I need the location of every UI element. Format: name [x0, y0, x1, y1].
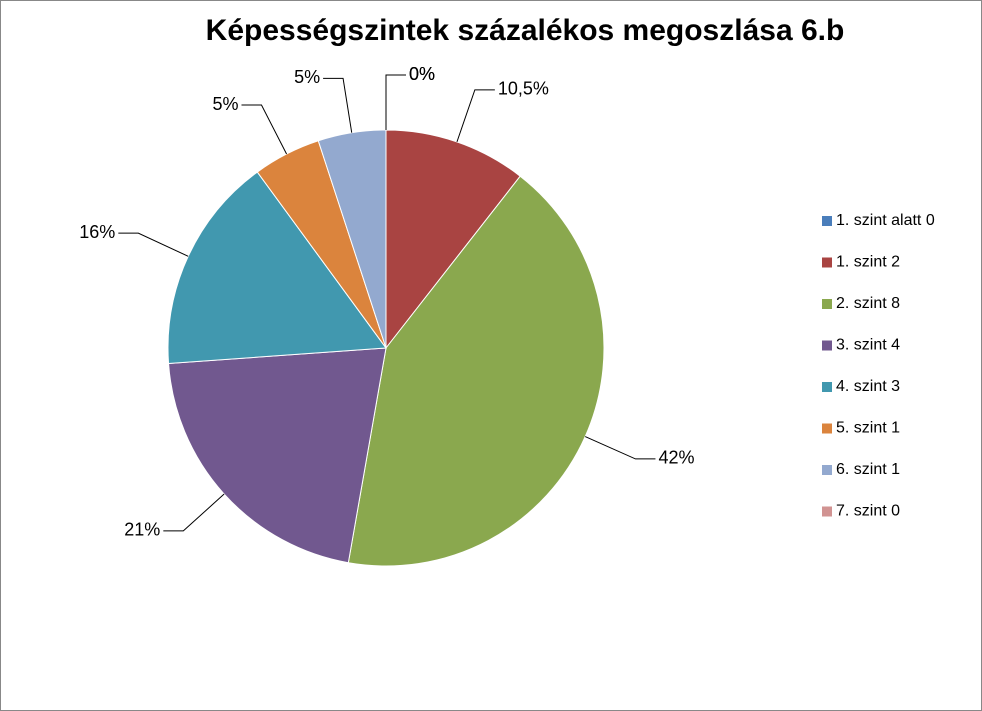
data-label: 42%	[658, 448, 694, 468]
legend-swatch	[822, 465, 832, 475]
leader-line	[118, 232, 189, 257]
legend-label: 5. szint 1	[836, 420, 900, 437]
chart-title: Képességszintek százalékos megoszlása 6.…	[206, 14, 845, 47]
legend-label: 6. szint 1	[836, 461, 900, 478]
legend-label: 4. szint 3	[836, 378, 900, 395]
legend-swatch	[822, 216, 832, 226]
leader-line	[323, 77, 353, 133]
legend-swatch	[822, 382, 832, 392]
legend-label: 7. szint 0	[836, 503, 900, 520]
leader-line	[241, 104, 288, 155]
leader-line	[584, 436, 656, 460]
legend-label: 2. szint 8	[836, 295, 900, 312]
leader-line	[456, 89, 495, 143]
legend-swatch	[822, 257, 832, 268]
pie-slice	[347, 175, 605, 567]
data-label: 5%	[212, 94, 238, 114]
data-label: 10,5%	[498, 79, 549, 99]
legend: 1. szint alatt 0 1. szint 2 2. szint 8 3. s…	[822, 212, 935, 520]
legend-swatch	[822, 423, 832, 434]
data-label: 5%	[294, 67, 320, 87]
legend-label: 3. szint 4	[836, 337, 900, 354]
legend-swatch	[822, 299, 832, 309]
legend-swatch	[822, 340, 832, 351]
data-label: 0%	[409, 64, 435, 84]
pie-slice	[167, 171, 387, 365]
legend-label: 1. szint alatt 0	[836, 212, 935, 229]
legend-label: 1. szint 2	[836, 254, 900, 271]
data-label: 0%	[409, 64, 435, 84]
leader-line	[163, 493, 225, 532]
data-label: 21%	[124, 520, 160, 540]
legend-swatch	[822, 506, 832, 517]
pie-slice	[168, 347, 387, 564]
leader-line	[385, 74, 406, 130]
data-label: 16%	[79, 222, 115, 242]
